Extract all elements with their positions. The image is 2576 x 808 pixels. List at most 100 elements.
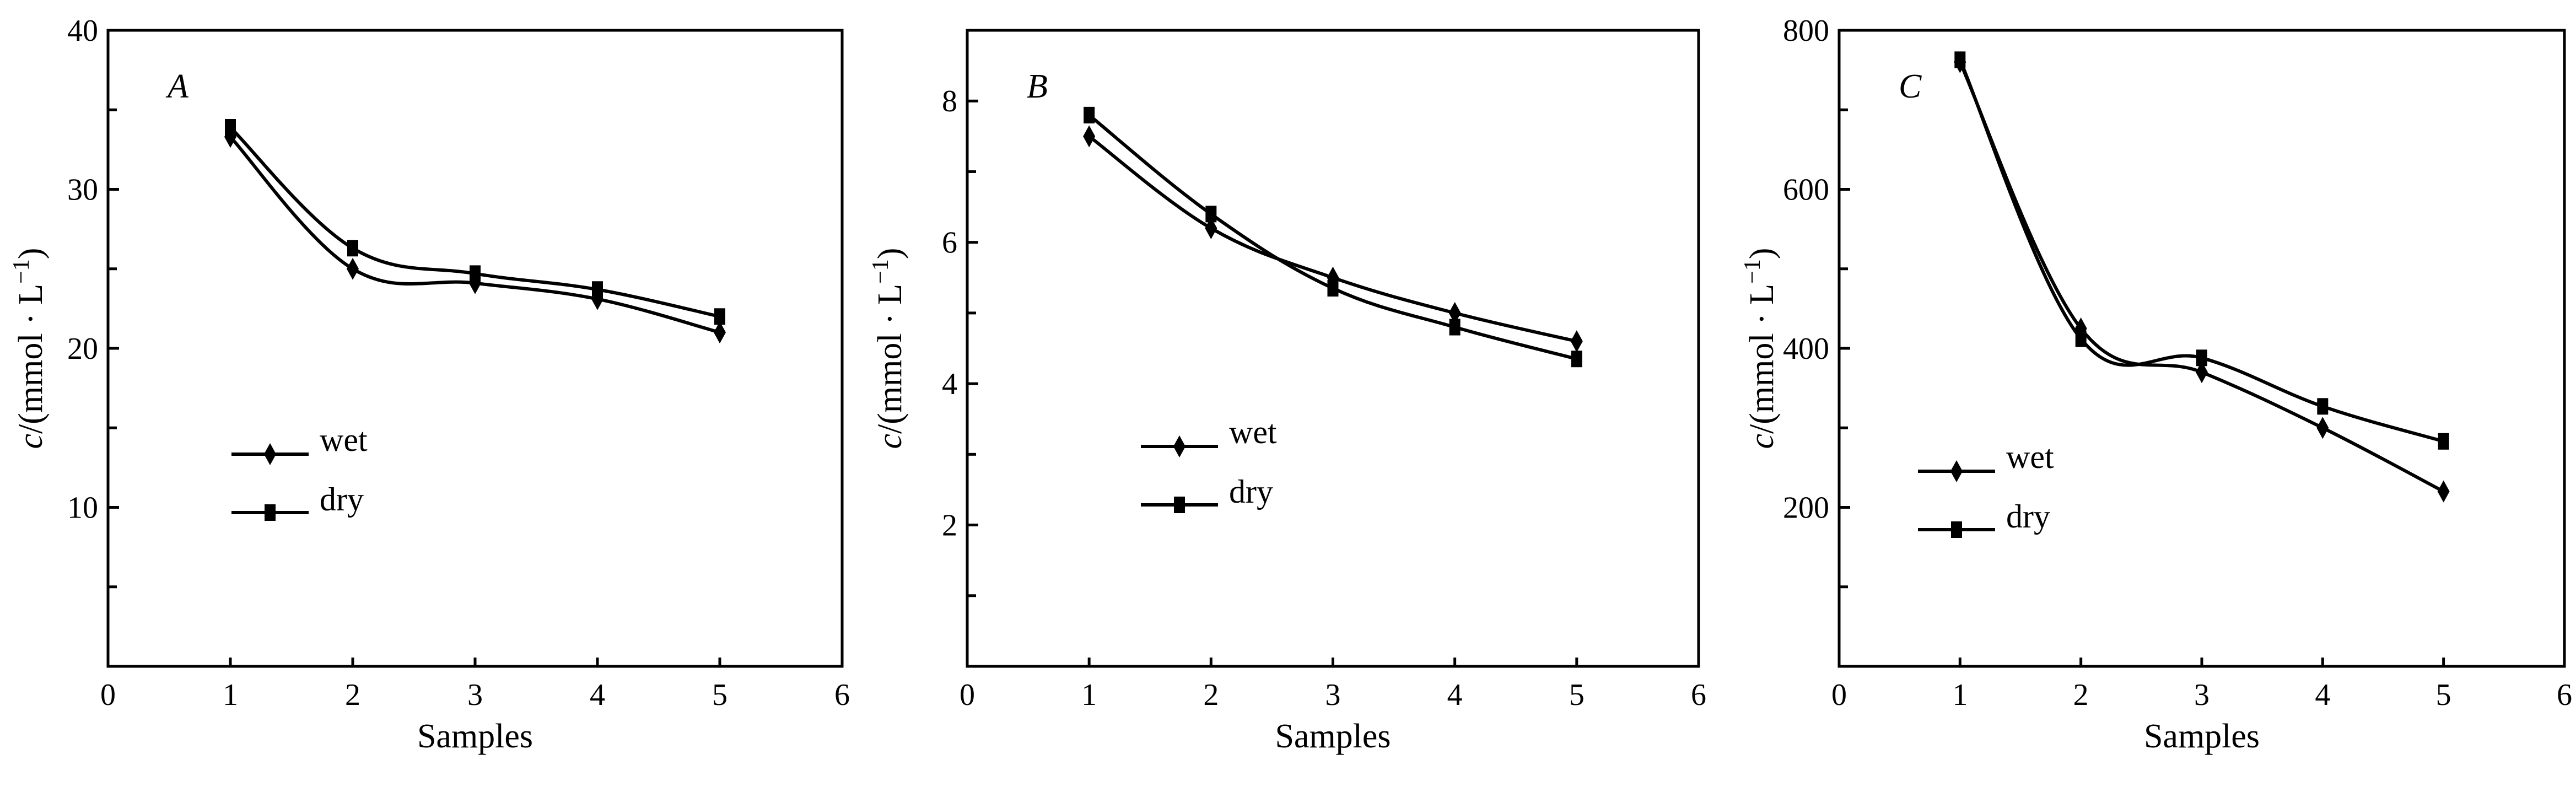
x-tick-label: 3 bbox=[1325, 678, 1341, 712]
x-axis-title: Samples bbox=[2144, 718, 2260, 755]
y-tick-label: 30 bbox=[67, 173, 98, 207]
series-dry bbox=[1954, 51, 2449, 450]
y-axis-title-unit: /(mmol · L bbox=[12, 284, 50, 434]
series-dry bbox=[225, 118, 725, 325]
y-axis-title-close: ) bbox=[12, 248, 50, 260]
y-axis-title-exponent: −1 bbox=[9, 259, 34, 284]
data-point-dry bbox=[470, 265, 481, 282]
data-point-dry bbox=[1571, 351, 1582, 368]
x-tick-label: 6 bbox=[834, 678, 850, 712]
x-tick-label: 6 bbox=[2557, 678, 2572, 712]
y-axis-title: c/(mmol · L−1) bbox=[9, 248, 50, 449]
data-point-dry bbox=[2438, 433, 2449, 450]
y-tick-label: 20 bbox=[67, 332, 98, 366]
data-point-dry bbox=[225, 118, 236, 136]
legend-marker-wet bbox=[1950, 460, 1963, 482]
panel-label: A bbox=[165, 68, 189, 105]
data-point-wet bbox=[1448, 301, 1461, 324]
legend-label: dry bbox=[2006, 498, 2050, 535]
legend-item-wet: wet bbox=[231, 422, 368, 465]
x-axis-title: Samples bbox=[1275, 718, 1391, 755]
legend-item-wet: wet bbox=[1141, 414, 1277, 457]
legend-item-dry: dry bbox=[231, 481, 364, 521]
x-tick-label: 4 bbox=[1447, 678, 1463, 712]
plot-frame bbox=[106, 29, 844, 668]
data-point-wet bbox=[2316, 417, 2329, 439]
x-tick-label: 2 bbox=[345, 678, 360, 712]
data-point-dry bbox=[1449, 319, 1461, 336]
x-tick-label: 2 bbox=[1203, 678, 1219, 712]
series-line-dry bbox=[1088, 114, 1577, 361]
data-point-dry bbox=[1954, 51, 1966, 68]
data-point-wet bbox=[469, 272, 481, 294]
y-tick-label: 800 bbox=[1783, 14, 1829, 48]
y-tick-label: 2 bbox=[942, 509, 957, 543]
data-point-dry bbox=[592, 281, 603, 298]
y-axis-title: c/(mmol · L−1) bbox=[868, 248, 909, 449]
data-point-wet bbox=[1083, 125, 1096, 148]
data-point-dry bbox=[2075, 330, 2087, 347]
y-axis-title-symbol: c bbox=[1743, 434, 1781, 449]
panel-a: 0 1 2 3 4 5 6 10 20 30 40 Samples c/(mmol · L−1) Awet… bbox=[9, 14, 850, 755]
data-point-dry bbox=[347, 240, 358, 257]
data-point-wet bbox=[1570, 330, 1583, 353]
legend-marker-wet bbox=[1173, 435, 1185, 457]
panel-c: 0 1 2 3 4 5 6 200 400 600 800 Samples c/(mmol · L−1)… bbox=[1740, 14, 2572, 755]
y-tick-label: 6 bbox=[942, 226, 957, 260]
data-point-dry bbox=[714, 308, 725, 325]
x-tick-label: 0 bbox=[960, 678, 975, 712]
x-tick-label: 0 bbox=[100, 678, 116, 712]
series-wet bbox=[1954, 51, 2450, 503]
legend-item-wet: wet bbox=[1918, 439, 2054, 482]
legend-label: dry bbox=[1229, 473, 1273, 510]
y-tick-label: 400 bbox=[1783, 332, 1829, 366]
y-tick-label: 10 bbox=[67, 491, 98, 525]
y-tick-label: 600 bbox=[1783, 173, 1829, 207]
legend-item-dry: dry bbox=[1918, 498, 2050, 538]
panel-label: B bbox=[1027, 68, 1048, 105]
data-point-dry bbox=[1205, 206, 1217, 223]
legend-marker-wet bbox=[264, 443, 276, 465]
x-tick-label: 6 bbox=[1691, 678, 1706, 712]
y-axis-title-unit: /(mmol · L bbox=[1743, 284, 1781, 434]
plot-frame bbox=[1837, 29, 2566, 668]
data-point-dry bbox=[1327, 280, 1339, 297]
legend-label: dry bbox=[320, 481, 364, 518]
x-tick-label: 0 bbox=[1831, 678, 1847, 712]
y-tick-label: 40 bbox=[67, 14, 98, 48]
x-tick-label: 5 bbox=[712, 678, 727, 712]
series-line-wet bbox=[1958, 61, 2445, 493]
series-line-dry bbox=[1958, 59, 2444, 443]
series-wet bbox=[1083, 125, 1583, 353]
panel-label: C bbox=[1899, 68, 1922, 105]
data-point-wet bbox=[1205, 217, 1217, 240]
y-axis-title-symbol: c bbox=[12, 434, 50, 449]
data-point-wet bbox=[347, 257, 359, 280]
y-tick-label: 8 bbox=[942, 84, 957, 118]
y-axis-title: c/(mmol · L−1) bbox=[1740, 248, 1781, 449]
x-tick-label: 1 bbox=[1952, 678, 1968, 712]
legend-marker-dry bbox=[265, 504, 276, 521]
series-wet bbox=[224, 126, 726, 344]
x-axis-title: Samples bbox=[417, 718, 533, 755]
x-tick-label: 3 bbox=[467, 678, 483, 712]
legend-marker-dry bbox=[1174, 497, 1185, 513]
x-tick-label: 1 bbox=[1081, 678, 1097, 712]
data-point-wet bbox=[714, 321, 726, 344]
plot-frame bbox=[966, 29, 1700, 668]
x-tick-label: 4 bbox=[2315, 678, 2330, 712]
legend-marker-dry bbox=[1951, 521, 1962, 538]
legend-label: wet bbox=[2006, 439, 2054, 475]
y-axis-title-close: ) bbox=[871, 248, 909, 260]
y-axis-title-unit: /(mmol · L bbox=[871, 284, 909, 434]
series-line-wet bbox=[229, 136, 720, 335]
data-point-wet bbox=[2196, 361, 2208, 384]
legend-label: wet bbox=[320, 422, 368, 458]
legend-label: wet bbox=[1229, 414, 1277, 450]
y-axis-title-exponent: −1 bbox=[868, 259, 893, 284]
x-tick-label: 5 bbox=[1569, 678, 1585, 712]
data-point-dry bbox=[2196, 349, 2207, 367]
